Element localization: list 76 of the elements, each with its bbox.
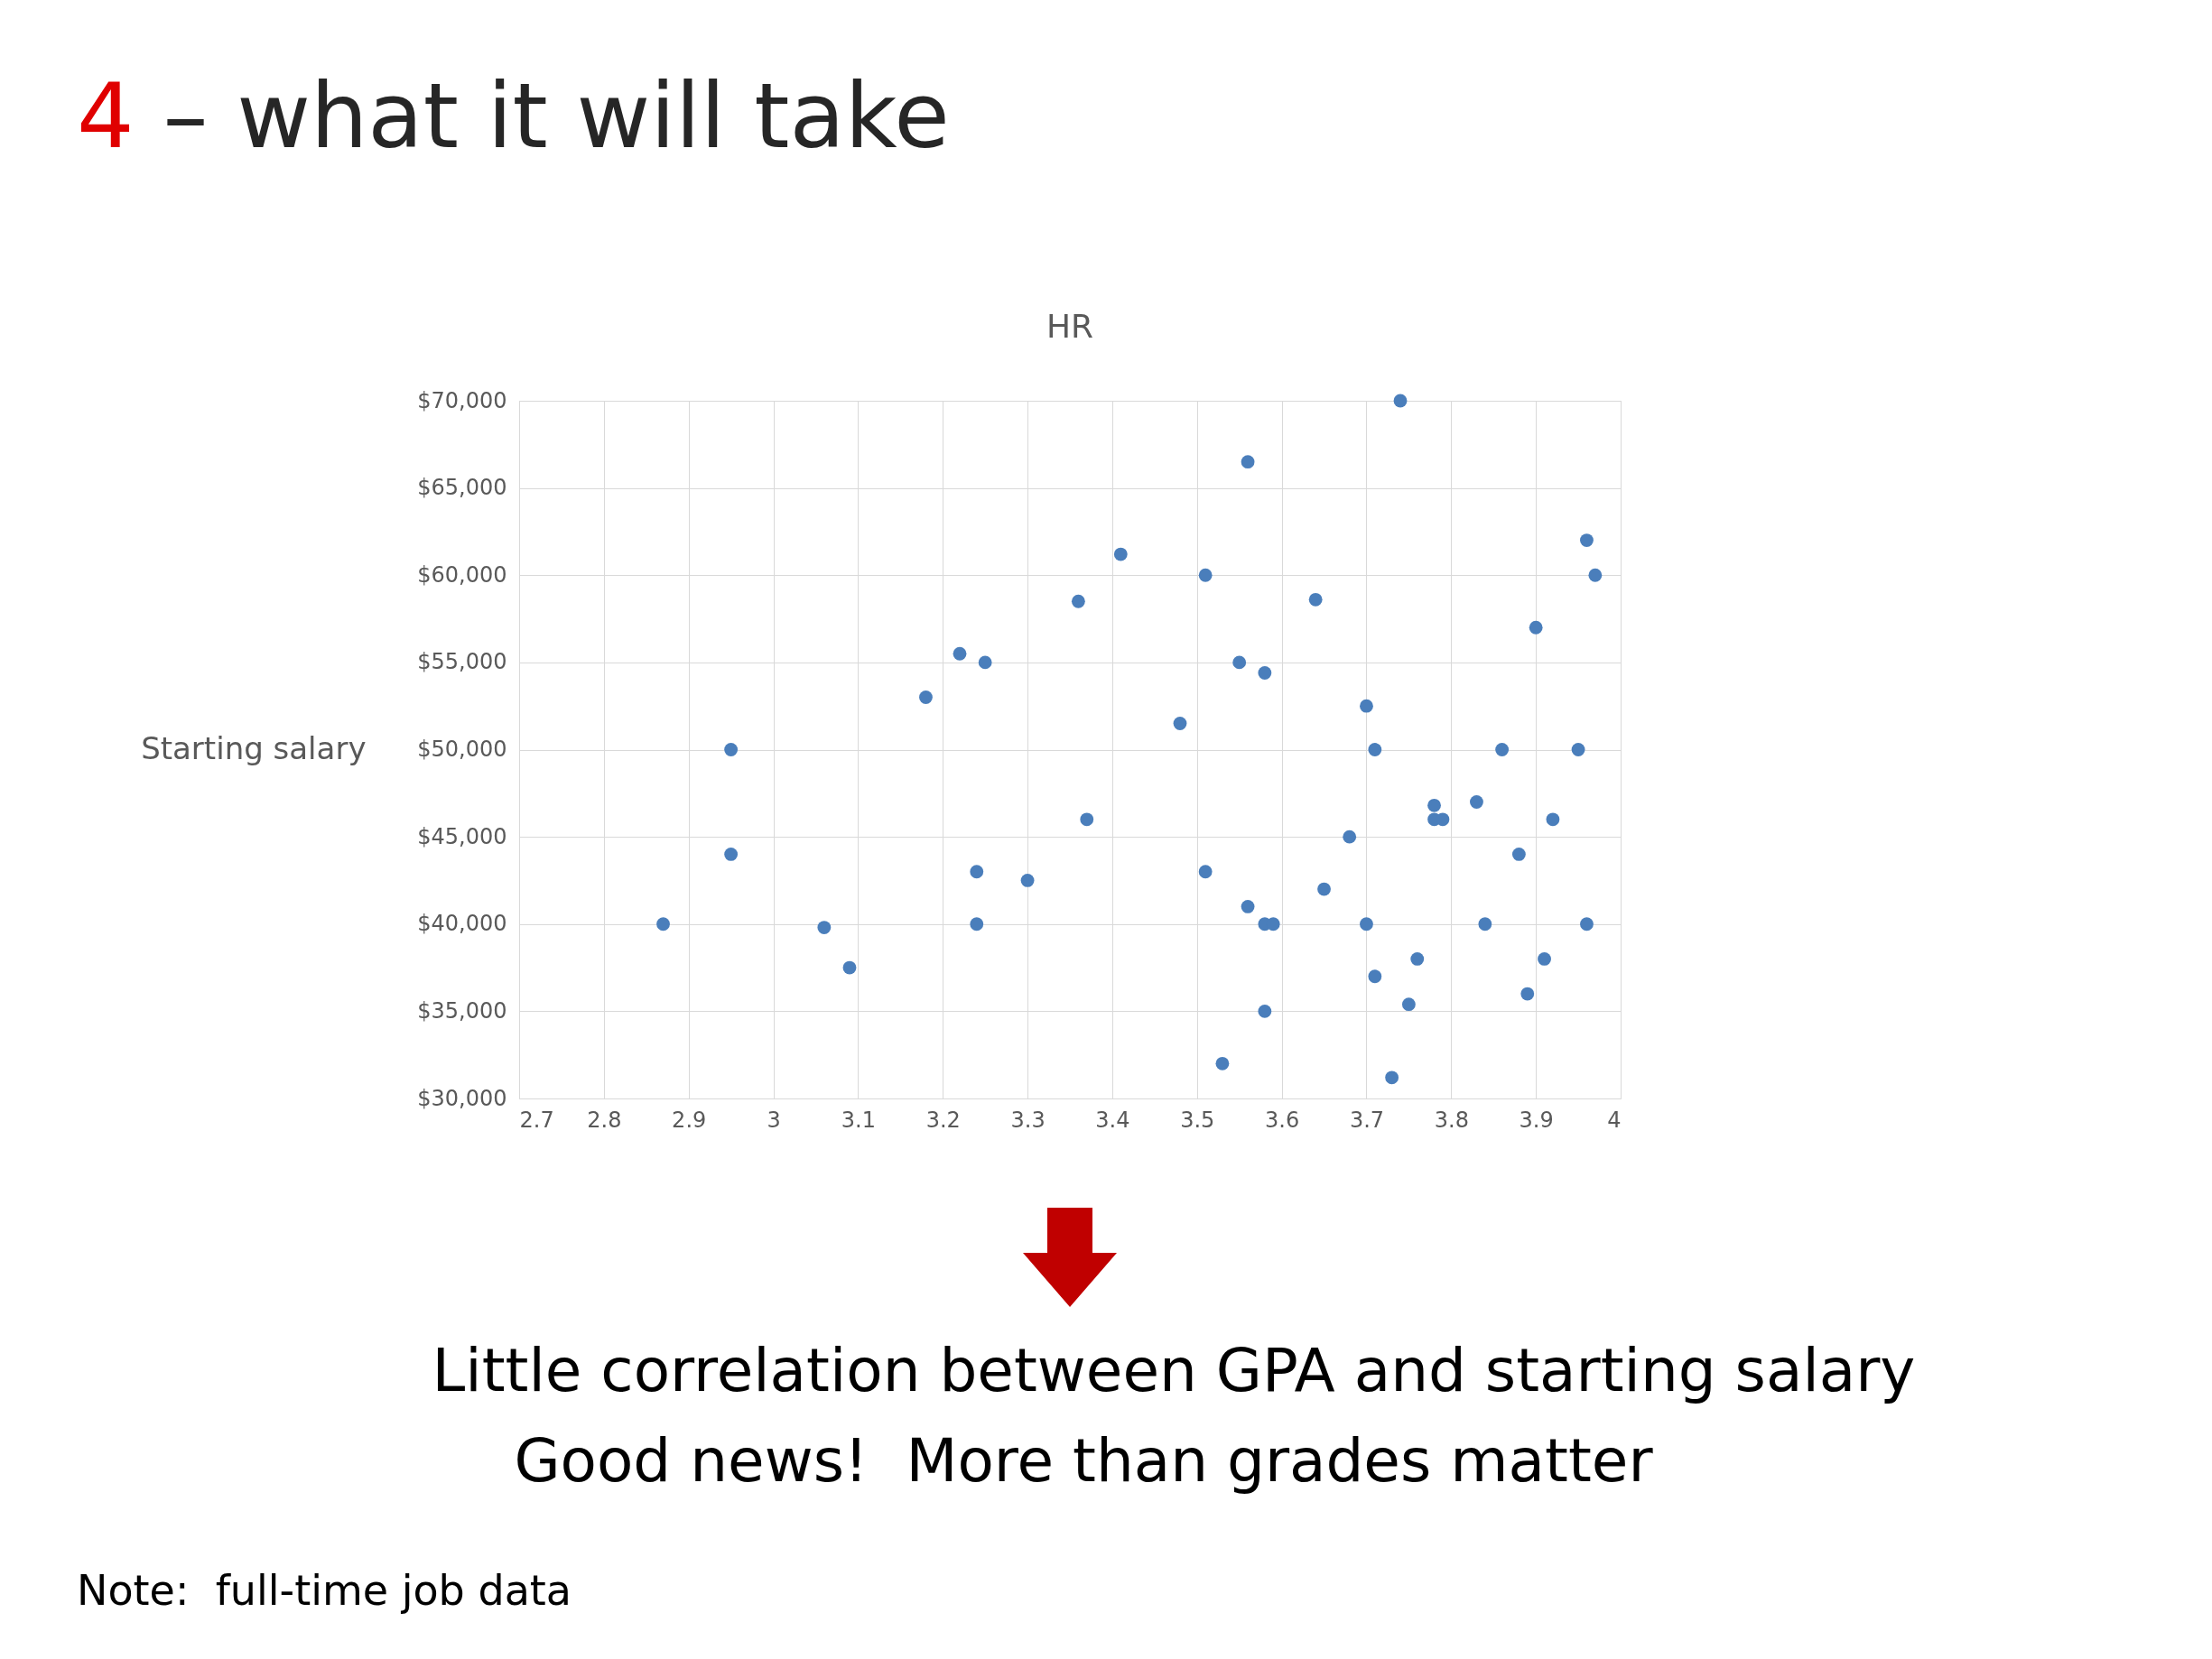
y-tick-label: $60,000 — [417, 561, 507, 588]
point — [1258, 666, 1272, 680]
x-tick-label: 3.9 — [1519, 1107, 1554, 1133]
point — [1580, 533, 1594, 547]
y-tick-label: $35,000 — [417, 997, 507, 1024]
x-tick-label: 3.5 — [1180, 1107, 1215, 1133]
text: Note: full-time job data — [77, 1566, 572, 1615]
x-tick-label: 3.8 — [1434, 1107, 1469, 1133]
point — [1520, 987, 1535, 1001]
point — [1401, 997, 1416, 1012]
point — [970, 917, 984, 931]
y-axis-title: Starting salary — [141, 730, 367, 766]
x-tick-label: 2.9 — [672, 1107, 707, 1133]
y-tick-label: $50,000 — [417, 737, 507, 762]
point — [1241, 455, 1255, 469]
point — [1546, 812, 1560, 827]
x-tick-label: 2.7 — [519, 1107, 554, 1133]
y-tick-label: $40,000 — [417, 911, 507, 937]
point — [1071, 594, 1085, 608]
point — [1427, 798, 1441, 812]
point — [1173, 717, 1187, 730]
point — [1571, 743, 1585, 756]
point — [1198, 568, 1213, 582]
y-tick-label: $45,000 — [417, 823, 507, 849]
point — [1308, 592, 1323, 607]
point — [1198, 865, 1213, 879]
point — [1215, 1056, 1230, 1070]
point — [1360, 699, 1373, 713]
point — [1241, 900, 1255, 913]
x-tick-label: 2.8 — [587, 1107, 622, 1133]
x-tick-label: 3.1 — [841, 1107, 876, 1133]
point — [656, 917, 670, 931]
point — [1368, 743, 1382, 756]
point — [1588, 568, 1603, 582]
x-tick-label: 3.7 — [1349, 1107, 1385, 1133]
point — [1080, 812, 1094, 827]
point — [1478, 917, 1492, 931]
x-tick-label: 3.6 — [1265, 1107, 1300, 1133]
point — [1360, 917, 1373, 931]
point — [1538, 952, 1551, 966]
point — [1020, 874, 1035, 887]
point — [1113, 547, 1128, 561]
point — [1258, 1004, 1272, 1018]
point — [1385, 1070, 1399, 1085]
point — [1317, 882, 1331, 896]
point — [1511, 848, 1526, 861]
x-tick-label: 3.3 — [1010, 1107, 1046, 1133]
point — [1495, 743, 1510, 756]
point — [817, 921, 832, 935]
point — [1368, 969, 1382, 984]
y-tick-label: $70,000 — [417, 387, 507, 413]
point — [1232, 655, 1247, 670]
x-tick-label: 4 — [1607, 1107, 1622, 1133]
point — [1343, 830, 1357, 844]
chart-subtitle: HR — [1046, 308, 1094, 345]
x-tick-label: 3.2 — [925, 1107, 961, 1133]
point — [978, 655, 992, 670]
y-tick-label: $65,000 — [417, 475, 507, 501]
point — [1529, 620, 1543, 635]
point — [724, 743, 739, 756]
y-tick-label: $30,000 — [417, 1085, 507, 1111]
text: Good news! More than grades matter — [513, 1426, 1654, 1496]
point — [970, 865, 984, 879]
point — [1580, 917, 1594, 931]
y-tick-label: $55,000 — [417, 649, 507, 675]
point — [1393, 394, 1408, 408]
point — [1470, 795, 1483, 809]
point — [953, 646, 967, 661]
chart-title: 4 – what it will take — [77, 63, 950, 169]
text: Little correlation between GPA and starting salary — [431, 1336, 1917, 1405]
point — [724, 848, 739, 861]
x-tick-label: 3 — [767, 1107, 781, 1133]
x-tick-label: 3.4 — [1095, 1107, 1130, 1133]
point — [842, 960, 857, 975]
point — [1410, 952, 1425, 966]
point — [919, 690, 933, 704]
